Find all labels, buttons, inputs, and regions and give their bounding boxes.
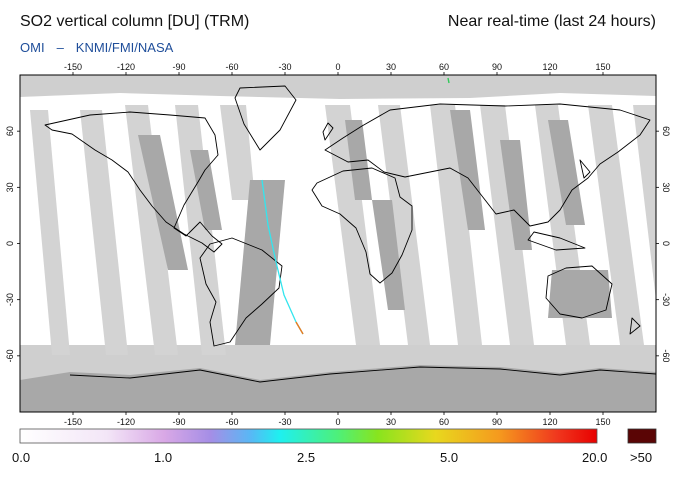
coast-japan bbox=[579, 159, 591, 179]
coast-eurasia bbox=[324, 103, 651, 227]
coast-british-isles bbox=[322, 122, 334, 141]
time-period-label: Near real-time (last 24 hours) bbox=[447, 13, 656, 30]
latitude-ticks-right: 60 30 0 -30 -60 bbox=[656, 126, 671, 362]
land-swath bbox=[190, 150, 222, 230]
coast-north-america bbox=[44, 111, 223, 253]
swath-gap bbox=[480, 105, 534, 345]
lon-tick-label-top: 60 bbox=[439, 62, 449, 72]
colorbar-label-0: 0.0 bbox=[12, 450, 31, 465]
lon-tick-label-bottom: 150 bbox=[595, 417, 610, 427]
lon-tick-label-bottom: -60 bbox=[225, 417, 238, 427]
longitude-ticks-top: -150 -120 -90 -60 -30 0 30 60 90 120 150 bbox=[64, 62, 611, 75]
lon-tick-label-bottom: -150 bbox=[64, 417, 82, 427]
swath-gap bbox=[220, 105, 255, 200]
lon-tick-label-top: -150 bbox=[64, 62, 82, 72]
coast-greenland bbox=[234, 85, 297, 151]
swath-gap bbox=[378, 105, 430, 345]
land-swath-south-america bbox=[235, 180, 285, 345]
colorbar-label-4: 20.0 bbox=[582, 450, 608, 465]
lon-tick-label-top: 90 bbox=[492, 62, 502, 72]
antarctica-fill bbox=[20, 365, 656, 412]
coastlines bbox=[44, 85, 656, 383]
land-swath bbox=[138, 135, 188, 270]
so2-trace-green bbox=[447, 77, 450, 84]
coast-south-america bbox=[199, 237, 283, 347]
lat-tick-label-right: 60 bbox=[661, 126, 671, 136]
source-partners: KNMI/FMI/NASA bbox=[75, 40, 174, 55]
lon-tick-label-top: 0 bbox=[335, 62, 340, 72]
colorbar-overflow-swatch bbox=[627, 428, 657, 444]
land-swath bbox=[548, 120, 585, 225]
source-instrument: OMI bbox=[20, 40, 45, 55]
coast-new-zealand bbox=[629, 317, 641, 335]
latitude-ticks-left: 60 30 0 -30 -60 bbox=[5, 126, 20, 362]
lat-tick-label-left: 60 bbox=[5, 126, 15, 136]
coast-indonesia bbox=[527, 231, 586, 251]
so2-trace-orange bbox=[295, 321, 304, 335]
map-plot-area bbox=[20, 75, 656, 412]
lon-tick-label-bottom: 30 bbox=[386, 417, 396, 427]
lon-tick-label-bottom: 90 bbox=[492, 417, 502, 427]
swath-gap bbox=[175, 105, 226, 355]
colorbar bbox=[19, 428, 598, 444]
lat-tick-label-right: -60 bbox=[661, 349, 671, 362]
lat-tick-label-left: 30 bbox=[5, 182, 15, 192]
lat-tick-label-right: 30 bbox=[661, 182, 671, 192]
swath-gap bbox=[633, 105, 656, 300]
lat-tick-label-left: 0 bbox=[5, 241, 15, 246]
lat-tick-label-left: -30 bbox=[5, 293, 15, 306]
lon-tick-label-bottom: -30 bbox=[278, 417, 291, 427]
swath-layer bbox=[20, 75, 656, 412]
swath-gap bbox=[30, 110, 70, 355]
land-swath-australia bbox=[548, 270, 612, 318]
lon-tick-label-top: -120 bbox=[117, 62, 135, 72]
colorbar-label-2: 2.5 bbox=[297, 450, 316, 465]
colorbar-label-3: 5.0 bbox=[440, 450, 459, 465]
coast-australia bbox=[545, 265, 613, 319]
lon-tick-label-bottom: 0 bbox=[335, 417, 340, 427]
lon-tick-label-top: -60 bbox=[225, 62, 238, 72]
map-title: SO2 vertical column [DU] (TRM) bbox=[20, 13, 250, 30]
no-data-region-arctic bbox=[20, 75, 656, 99]
colorbar-label-1: 1.0 bbox=[154, 450, 173, 465]
land-swath bbox=[372, 200, 405, 310]
source-separator: – bbox=[56, 40, 64, 55]
coast-africa bbox=[311, 167, 413, 284]
swath-gap bbox=[125, 105, 178, 355]
lon-tick-label-bottom: -90 bbox=[172, 417, 185, 427]
land-swath bbox=[450, 110, 485, 230]
lon-tick-label-top: 30 bbox=[386, 62, 396, 72]
lat-tick-label-right: 0 bbox=[661, 241, 671, 246]
data-source-credit: OMI – KNMI/FMI/NASA bbox=[20, 40, 173, 55]
lon-tick-label-top: -90 bbox=[172, 62, 185, 72]
lon-tick-label-bottom: -120 bbox=[117, 417, 135, 427]
land-swath bbox=[345, 120, 372, 200]
coast-antarctica bbox=[69, 366, 656, 383]
lon-tick-label-bottom: 120 bbox=[542, 417, 557, 427]
lon-tick-label-bottom: 60 bbox=[439, 417, 449, 427]
colorbar-overflow-label: >50 bbox=[630, 450, 653, 465]
lat-tick-label-left: -60 bbox=[5, 349, 15, 362]
lat-tick-label-right: -30 bbox=[661, 293, 671, 306]
lon-tick-label-top: 150 bbox=[595, 62, 610, 72]
land-swath bbox=[500, 140, 532, 250]
longitude-ticks-bottom: -150 -120 -90 -60 -30 0 30 60 90 120 150 bbox=[64, 412, 611, 427]
swath-gap bbox=[588, 105, 644, 345]
swath-gap bbox=[430, 105, 482, 345]
lon-tick-label-top: 120 bbox=[542, 62, 557, 72]
swath-gap bbox=[80, 110, 128, 355]
lon-tick-label-top: -30 bbox=[278, 62, 291, 72]
